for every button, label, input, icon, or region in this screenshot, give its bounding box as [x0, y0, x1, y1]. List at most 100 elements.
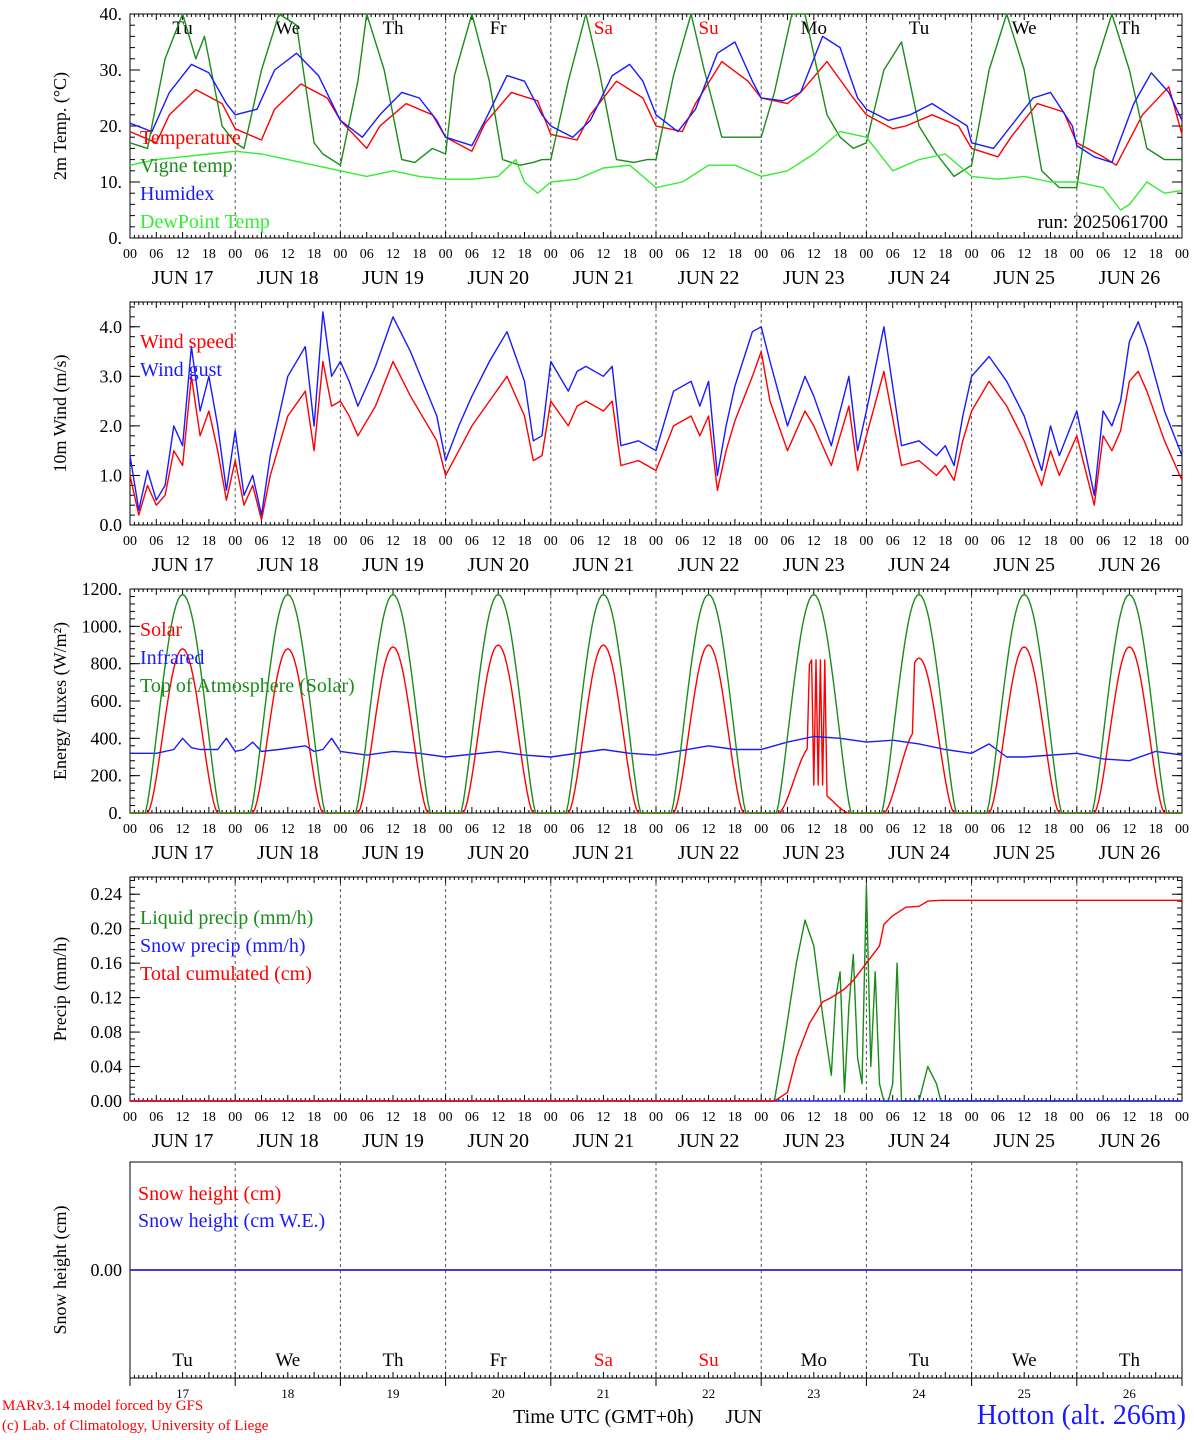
x-hour-label: 06 — [675, 247, 689, 262]
x-date-label: JUN 22 — [678, 842, 740, 864]
x-hour-label: 00 — [123, 534, 137, 549]
x-date-label: JUN 26 — [1099, 1130, 1161, 1152]
legend-entry: Top of Atmosphere (Solar) — [140, 675, 355, 697]
day-number-label: 23 — [807, 1386, 820, 1401]
x-hour-label: 12 — [176, 247, 190, 262]
panel-precip: 0.00 0.04 0.08 0.12 0.16 0.20 0.24 Precip (mm/h… — [50, 876, 1189, 1152]
plot-frame — [129, 588, 1183, 814]
y-tick-label: 0.04 — [91, 1057, 123, 1077]
day-number-label: 22 — [702, 1386, 715, 1401]
x-hour-label: 00 — [439, 1110, 453, 1125]
x-hour-label: 12 — [807, 822, 821, 837]
x-hour-label: 00 — [1070, 534, 1084, 549]
x-date-label: JUN 22 — [678, 267, 740, 289]
x-hour-label: 12 — [702, 534, 716, 549]
x-hour-label: 18 — [833, 534, 847, 549]
day-number-label: 17 — [176, 1386, 190, 1401]
series-line-wind-gust — [129, 311, 1183, 516]
legend-entry: Liquid precip (mm/h) — [140, 907, 313, 929]
x-hour-label: 06 — [570, 247, 584, 262]
day-number-label: 25 — [1018, 1386, 1031, 1401]
x-hour-label: 00 — [754, 247, 768, 262]
y-tick-label: 2.0 — [100, 416, 123, 436]
x-date-label: JUN 24 — [888, 1130, 950, 1152]
x-hour-label: 00 — [439, 534, 453, 549]
legend-entry: Infrared — [140, 647, 204, 669]
x-hour-label: 18 — [938, 247, 952, 262]
x-hour-label: 18 — [938, 1110, 952, 1125]
x-hour-label: 06 — [255, 822, 269, 837]
x-hour-label: 12 — [176, 1110, 190, 1125]
weekday-label: We — [1012, 18, 1037, 39]
legend-entry: Solar — [140, 619, 183, 641]
x-hour-label: 18 — [307, 534, 321, 549]
x-hour-label: 18 — [1149, 247, 1163, 262]
y-tick-label: 400. — [91, 728, 123, 748]
x-hour-label: 00 — [333, 247, 347, 262]
x-hour-label: 00 — [228, 822, 242, 837]
x-hour-label: 18 — [202, 247, 216, 262]
x-hour-label: 06 — [465, 822, 479, 837]
x-date-label: JUN 24 — [888, 842, 950, 864]
x-hour-label: 18 — [833, 822, 847, 837]
series-line-temperature — [129, 60, 1183, 166]
x-hour-label: 18 — [728, 247, 742, 262]
x-hour-label: 12 — [1017, 247, 1031, 262]
x-date-label: JUN 18 — [257, 1130, 319, 1152]
x-hour-label: 12 — [281, 534, 295, 549]
x-hour-label: 00 — [965, 534, 979, 549]
series-group — [130, 593, 1183, 814]
x-date-label: JUN 21 — [573, 267, 635, 289]
x-hour-label: 18 — [307, 247, 321, 262]
x-date-label: JUN 17 — [152, 267, 214, 289]
x-hour-label: 12 — [491, 822, 505, 837]
x-date-label: JUN 23 — [783, 842, 845, 864]
x-date-label: JUN 26 — [1099, 554, 1161, 576]
x-hour-label: 18 — [623, 1110, 637, 1125]
x-hour-label: 00 — [1175, 1110, 1189, 1125]
x-hour-label: 18 — [518, 822, 532, 837]
x-hour-label: 18 — [412, 1110, 426, 1125]
x-hour-label: 00 — [754, 1110, 768, 1125]
x-hour-label: 12 — [1122, 1110, 1136, 1125]
x-hour-label: 00 — [859, 1110, 873, 1125]
x-hour-label: 18 — [412, 822, 426, 837]
x-hour-label: 06 — [570, 1110, 584, 1125]
x-hour-label: 06 — [465, 1110, 479, 1125]
x-hour-label: 00 — [1070, 247, 1084, 262]
x-hour-label: 18 — [412, 534, 426, 549]
weekday-label: Su — [699, 1350, 720, 1371]
x-hour-label: 12 — [1017, 1110, 1031, 1125]
y-tick-label: 10. — [100, 172, 123, 192]
x-hour-label: 00 — [228, 1110, 242, 1125]
x-hour-label: 18 — [623, 247, 637, 262]
x-hour-label: 06 — [781, 1110, 795, 1125]
x-hour-label: 00 — [1070, 822, 1084, 837]
x-hour-label: 18 — [833, 1110, 847, 1125]
series-line-infrared — [130, 735, 1183, 762]
x-hour-label: 12 — [807, 247, 821, 262]
x-hour-label: 00 — [1175, 822, 1189, 837]
series-line-dewpoint-temp — [129, 130, 1183, 211]
x-hour-label: 18 — [938, 822, 952, 837]
x-hour-label: 06 — [781, 822, 795, 837]
x-date-label: JUN 21 — [573, 1130, 635, 1152]
x-date-label: JUN 19 — [362, 1130, 424, 1152]
x-hour-label: 12 — [1122, 822, 1136, 837]
x-date-label: JUN 19 — [362, 554, 424, 576]
x-hour-label: 00 — [649, 534, 663, 549]
x-hour-label: 18 — [202, 822, 216, 837]
y-tick-label: 1.0 — [100, 465, 123, 485]
x-hour-label: 12 — [596, 247, 610, 262]
legend-entry: Humidex — [140, 183, 214, 205]
legend-entry: Wind speed — [140, 331, 234, 353]
series-group — [130, 884, 1182, 1102]
weekday-label: We — [1012, 1350, 1037, 1371]
x-hour-label: 18 — [1044, 247, 1058, 262]
x-hour-label: 12 — [491, 247, 505, 262]
series-line-humidex — [129, 35, 1183, 164]
panel-snow: 0.00 Snow height (cm) Snow height (cm) Snow… — [50, 1161, 1183, 1428]
x-date-label: JUN 19 — [362, 842, 424, 864]
weekday-label: Tu — [909, 18, 930, 39]
x-hour-label: 06 — [149, 534, 163, 549]
